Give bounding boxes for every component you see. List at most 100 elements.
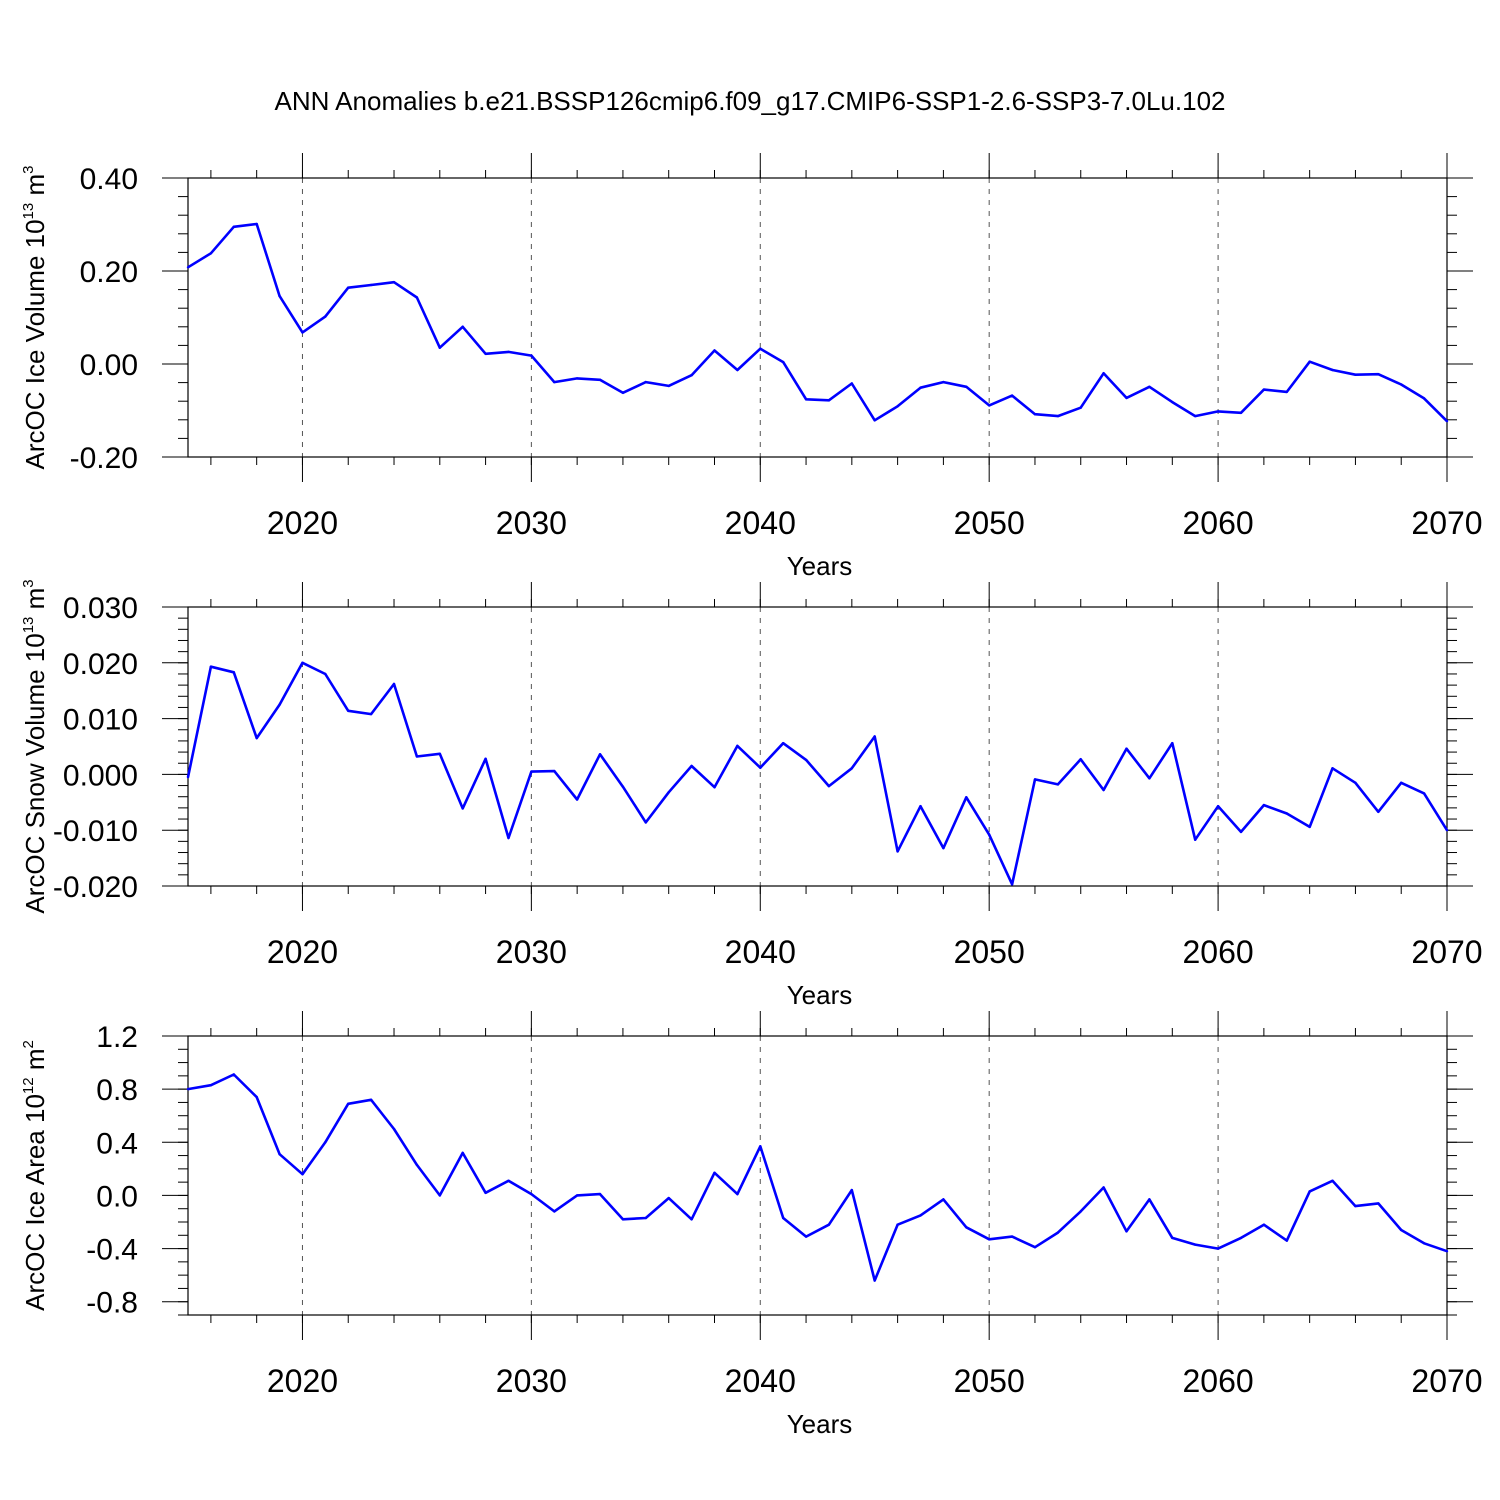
data-point (369, 712, 373, 716)
data-point (965, 796, 968, 799)
data-point (782, 1216, 785, 1220)
y-tick-label: 0.010 (63, 704, 138, 737)
data-point (186, 266, 190, 269)
data-point (1194, 838, 1197, 841)
data-point (1102, 372, 1105, 375)
panel-3: 2020 2030 2040 2050 2060 2070 -0.8 -0.4 0.0 0.4 0.… (20, 1011, 1483, 1439)
x-tick-label: 2020 (267, 1363, 338, 1399)
data-point (919, 1214, 922, 1217)
data-point (278, 1153, 281, 1156)
data-point (1400, 781, 1403, 784)
data-point (644, 1216, 647, 1220)
x-tick-label: 2060 (1182, 1363, 1253, 1399)
data-point (1422, 1242, 1426, 1245)
data-point (1377, 373, 1380, 376)
data-point (942, 846, 945, 850)
data-point (324, 672, 327, 676)
data-point (896, 1223, 899, 1226)
data-point (965, 1226, 968, 1229)
data-point (324, 1141, 327, 1144)
data-point (667, 1196, 670, 1200)
data-point (896, 405, 899, 408)
figure-title: ANN Anomalies b.e21.BSSP126cmip6.f09_g17… (275, 86, 1226, 116)
x-tick-label: 2050 (954, 505, 1025, 541)
data-point (1331, 368, 1334, 372)
y-tick-label: -0.8 (86, 1287, 138, 1320)
data-point (553, 769, 556, 773)
data-point (1033, 413, 1037, 416)
data-point (530, 770, 533, 773)
data-point (232, 225, 235, 228)
data-point (209, 665, 213, 668)
data-point (484, 352, 487, 355)
data-point (690, 374, 693, 377)
data-point (392, 682, 396, 686)
x-tick-label: 2060 (1182, 934, 1253, 970)
data-point (392, 281, 396, 284)
x-tick-label: 2040 (725, 1363, 796, 1399)
data-point (1239, 1236, 1243, 1240)
data-point (1216, 410, 1220, 413)
x-axis-label: Years (787, 1409, 853, 1439)
data-point (461, 807, 464, 810)
data-point (507, 350, 510, 354)
data-point (1445, 1250, 1449, 1253)
data-point (804, 758, 808, 762)
y-tick-label: 0.030 (63, 592, 138, 625)
x-tick-label: 2020 (267, 934, 338, 970)
data-point (186, 1087, 190, 1091)
data-point (621, 785, 625, 788)
y-tick-label: -0.020 (53, 871, 138, 904)
data-point (415, 296, 419, 299)
data-point (324, 315, 327, 318)
data-point (919, 805, 922, 808)
data-point (484, 757, 487, 760)
data-point (1377, 1202, 1380, 1205)
data-point (278, 703, 281, 706)
data-point (621, 391, 625, 394)
y-axis-label: ArcOC Snow Volume 1013 m3 (20, 579, 50, 913)
data-point (1308, 825, 1311, 829)
data-point (667, 384, 670, 388)
plot-frame (187, 177, 1448, 458)
data-point (1354, 373, 1357, 376)
data-point (598, 1192, 602, 1196)
data-point (1125, 396, 1128, 400)
data-point (713, 786, 716, 789)
data-point (644, 821, 647, 824)
data-point (873, 419, 876, 422)
data-point (461, 325, 464, 328)
data-point (1033, 1246, 1037, 1249)
panel-2: 2020 2030 2040 2050 2060 2070 -0.020 -0.010 0.00… (20, 579, 1483, 1010)
y-axis-label: ArcOC Ice Area 1012 m2 (20, 1040, 50, 1311)
data-point (1262, 1223, 1266, 1226)
data-point (965, 385, 968, 388)
data-point (1400, 1228, 1403, 1232)
data-point (1422, 397, 1426, 400)
data-point (209, 252, 213, 255)
data-point (301, 1173, 304, 1176)
y-tick-label: 0.40 (80, 163, 138, 196)
data-point (713, 349, 716, 352)
y-tick-label: 0.020 (63, 648, 138, 681)
data-point (919, 386, 922, 389)
x-tick-label: 2020 (267, 505, 338, 541)
data-point (782, 742, 785, 745)
data-point (575, 798, 579, 801)
data-point (484, 1191, 487, 1195)
y-axis-label: ArcOC Ice Volume 1013 m3 (20, 166, 50, 470)
data-point (1194, 1243, 1197, 1246)
data-point (1010, 1235, 1014, 1238)
x-tick-label: 2070 (1411, 1363, 1482, 1399)
y-tick-label: 0.0 (96, 1180, 138, 1213)
data-point (186, 776, 190, 779)
data-point (850, 767, 853, 770)
data-point (827, 1223, 831, 1226)
data-point (438, 752, 441, 755)
panel-1: 2020 2030 2040 2050 2060 2070 -0.20 0.00 0.20 0.4… (20, 153, 1483, 581)
data-point (530, 354, 533, 357)
data-point (1308, 1190, 1311, 1193)
data-point (1308, 360, 1311, 363)
data-point (553, 380, 556, 384)
data-point (575, 1194, 579, 1197)
